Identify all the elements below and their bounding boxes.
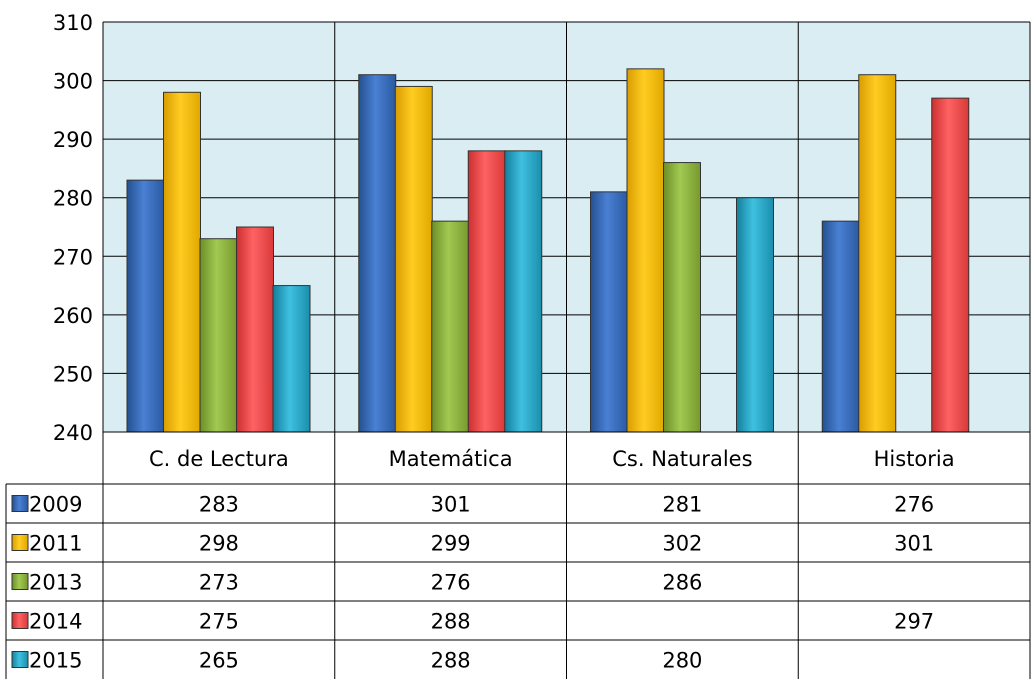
data-label: 275 [199, 610, 239, 634]
bar-2009-2 [590, 191, 628, 433]
data-label: 298 [199, 532, 239, 556]
bar-2009-3 [821, 220, 860, 433]
data-label: 302 [662, 532, 702, 556]
bar-2009-0 [126, 179, 165, 433]
y-tick-label: 260 [53, 304, 93, 328]
bar-2013-2 [663, 162, 701, 433]
bar-2015-2 [736, 197, 774, 433]
legend-swatch-2011 [11, 534, 29, 551]
data-label: 301 [431, 493, 471, 517]
data-label: 276 [894, 493, 934, 517]
y-tick-label: 240 [53, 421, 93, 445]
legend-label: 2013 [29, 571, 82, 595]
bar-2009-1 [358, 74, 397, 433]
y-tick-label: 300 [53, 70, 93, 94]
bar-2014-3 [931, 97, 970, 433]
category-label: C. de Lectura [149, 447, 289, 471]
y-tick-label: 280 [53, 187, 93, 211]
data-label: 283 [199, 493, 239, 517]
y-tick-label: 270 [53, 245, 93, 269]
data-label: 297 [894, 610, 934, 634]
category-label: Cs. Naturales [612, 447, 752, 471]
data-table: C. de Lectura Matemática Cs. Naturales Hist… [5, 431, 1030, 679]
category-label: Matemática [389, 447, 513, 471]
category-label: Historia [874, 447, 955, 471]
y-tick-label: 250 [53, 362, 93, 386]
data-label: 280 [662, 649, 702, 673]
bar-2014-0 [236, 226, 274, 433]
legend-label: 2011 [29, 532, 82, 556]
bar-2015-1 [504, 150, 543, 433]
legend-swatch-2013 [11, 573, 29, 590]
data-label: 286 [662, 571, 702, 595]
bar-2013-1 [431, 220, 470, 433]
legend-swatch-2015 [11, 651, 29, 668]
data-label: 288 [431, 649, 471, 673]
bar-2014-1 [467, 150, 506, 433]
bar-2011-1 [394, 85, 433, 433]
bar-2011-2 [626, 68, 665, 433]
data-label: 265 [199, 649, 239, 673]
bars [126, 68, 970, 433]
bar-2011-3 [858, 74, 897, 433]
legend-swatch-2009 [11, 495, 29, 512]
legend-label: 2014 [29, 610, 82, 634]
data-label: 301 [894, 532, 934, 556]
data-label: 276 [431, 571, 471, 595]
data-label: 273 [199, 571, 239, 595]
data-label: 288 [431, 610, 471, 634]
data-label: 281 [662, 493, 702, 517]
y-axis: 240 250 260 270 280 290 300 310 [53, 11, 93, 445]
legend-label: 2015 [29, 649, 82, 673]
legend-swatch-2014 [11, 612, 29, 629]
bar-2015-0 [272, 285, 311, 433]
bar-2011-0 [163, 91, 201, 433]
bar-2013-0 [199, 238, 238, 433]
y-tick-label: 290 [53, 128, 93, 152]
y-tick-label: 310 [53, 11, 93, 35]
data-label: 299 [431, 532, 471, 556]
legend-label: 2009 [29, 493, 82, 517]
